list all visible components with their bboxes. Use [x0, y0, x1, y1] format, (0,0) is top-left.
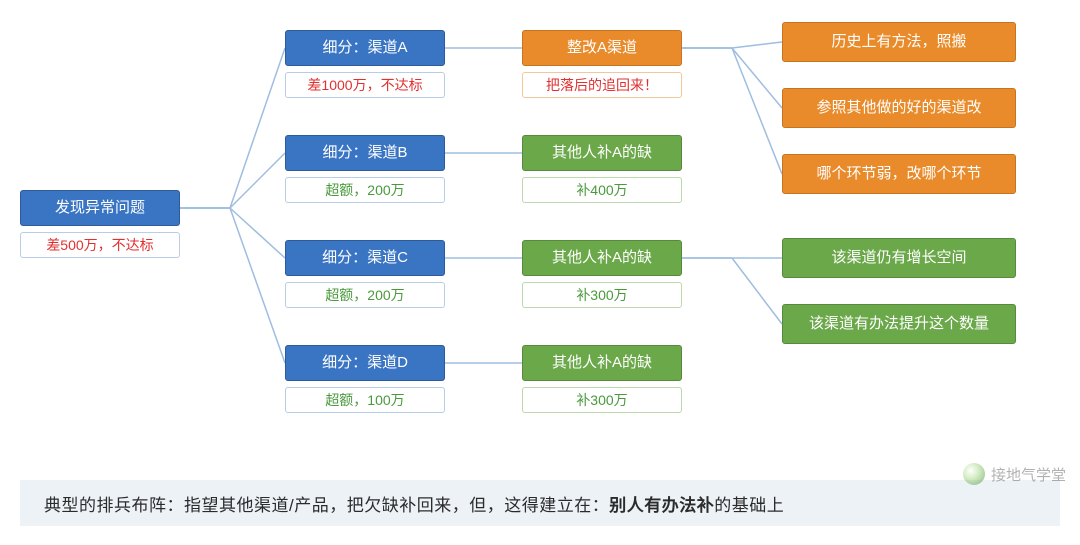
col2-node-2: 细分：渠道C: [285, 240, 445, 276]
footer-text-bold: 别人有办法补: [609, 491, 714, 516]
col3-sub-3: 补300万: [522, 387, 682, 413]
footer-text-tail: 的基础上: [714, 491, 784, 516]
col4a-node-0: 历史上有方法，照搬: [782, 22, 1016, 62]
col3-sub-0: 把落后的追回来！: [522, 72, 682, 98]
root-sub: 差500万，不达标: [20, 232, 180, 258]
watermark-icon: [963, 463, 985, 485]
col2-node-3: 细分：渠道D: [285, 345, 445, 381]
col4b-node-0: 该渠道仍有增长空间: [782, 238, 1016, 278]
col3-node-2: 其他人补A的缺: [522, 240, 682, 276]
col2-sub-0: 差1000万，不达标: [285, 72, 445, 98]
col2-node-1: 细分：渠道B: [285, 135, 445, 171]
root-label: 发现异常问题: [55, 199, 145, 217]
col3-sub-2: 补300万: [522, 282, 682, 308]
col2-sub-1: 超额，200万: [285, 177, 445, 203]
watermark-text: 接地气学堂: [991, 464, 1066, 485]
col2-sub-3: 超额，100万: [285, 387, 445, 413]
col2-node-0: 细分：渠道A: [285, 30, 445, 66]
footer-summary: 典型的排兵布阵：指望其他渠道/产品，把欠缺补回来，但，这得建立在： 别人有办法补…: [20, 480, 1060, 526]
col4a-node-1: 参照其他做的好的渠道改: [782, 88, 1016, 128]
root-node: 发现异常问题: [20, 190, 180, 226]
root-sub-text: 差500万，不达标: [46, 235, 153, 255]
col2-sub-2: 超额，200万: [285, 282, 445, 308]
diagram-canvas: 发现异常问题 差500万，不达标 细分：渠道A 差1000万，不达标细分：渠道B 超…: [0, 0, 1080, 545]
watermark: 接地气学堂: [963, 463, 1066, 485]
footer-text-plain: 典型的排兵布阵：指望其他渠道/产品，把欠缺补回来，但，这得建立在：: [44, 491, 609, 516]
col4a-node-2: 哪个环节弱，改哪个环节: [782, 154, 1016, 194]
col3-node-3: 其他人补A的缺: [522, 345, 682, 381]
col4b-node-1: 该渠道有办法提升这个数量: [782, 304, 1016, 344]
col3-node-1: 其他人补A的缺: [522, 135, 682, 171]
col3-sub-1: 补400万: [522, 177, 682, 203]
col3-node-0: 整改A渠道: [522, 30, 682, 66]
